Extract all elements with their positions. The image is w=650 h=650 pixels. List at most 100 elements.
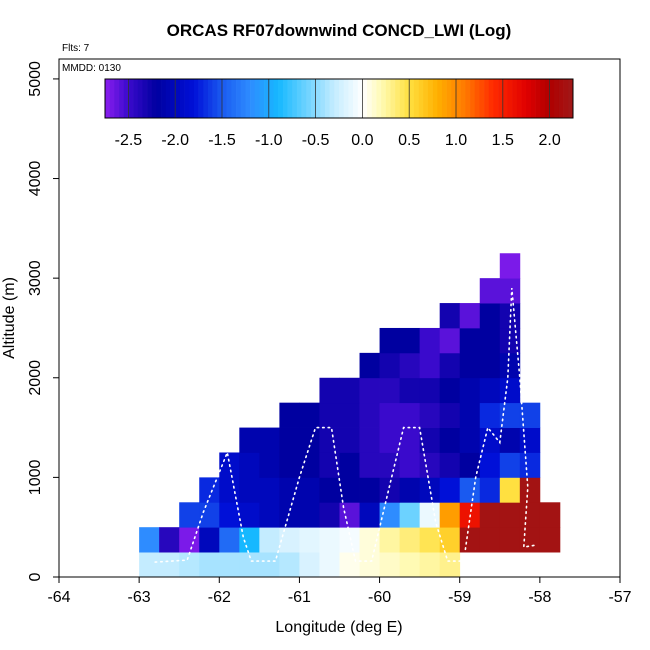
colorbar-tick-label: -0.5 xyxy=(302,132,330,149)
heatmap-cell xyxy=(439,352,461,379)
colorbar-swatch xyxy=(530,79,536,118)
heatmap-cell xyxy=(359,477,380,503)
y-tick-label: 5000 xyxy=(27,61,44,97)
heatmap-cell xyxy=(339,377,360,404)
flight-track xyxy=(154,288,537,563)
heatmap-cell xyxy=(419,552,441,577)
colorbar-swatch xyxy=(142,79,148,118)
colorbar-swatch xyxy=(250,79,256,118)
colorbar-swatch xyxy=(446,79,452,118)
heatmap-cell xyxy=(339,527,360,553)
colorbar-swatch xyxy=(179,79,185,118)
heatmap-cell xyxy=(439,377,461,404)
colorbar-swatch xyxy=(123,79,129,118)
colorbar-swatch xyxy=(217,79,223,118)
colorbar-tick-label: -2.5 xyxy=(115,132,143,149)
colorbar-swatch xyxy=(254,79,260,118)
colorbar-frame xyxy=(104,78,574,119)
heatmap-cell xyxy=(399,527,421,553)
colorbar-swatch xyxy=(133,79,139,118)
heatmap-cell xyxy=(239,527,260,553)
heatmap-cell xyxy=(479,377,501,404)
heatmap-cell xyxy=(199,477,220,503)
colorbar-swatch xyxy=(287,79,293,118)
heatmap-cell xyxy=(419,477,441,503)
heatmap-cell xyxy=(399,502,421,528)
heatmap-cell xyxy=(319,452,340,478)
colorbar-swatch xyxy=(339,79,344,118)
heatmap-cell xyxy=(399,327,421,354)
colorbar-swatch xyxy=(493,79,499,118)
heatmap-cell xyxy=(159,527,180,553)
colorbar-swatch xyxy=(175,79,181,118)
heatmap-cell xyxy=(419,427,441,453)
heatmap-cell xyxy=(459,452,481,478)
heatmap-cell xyxy=(179,527,200,553)
heatmap-cell xyxy=(359,352,380,379)
heatmap-cell xyxy=(439,502,461,528)
heatmap-cell xyxy=(199,552,220,577)
colorbar-swatch xyxy=(568,79,574,118)
colorbar-swatch xyxy=(147,79,153,118)
x-axis-label: Longitude (deg E) xyxy=(275,619,402,636)
heatmap-cell xyxy=(279,477,300,503)
heatmap-cell xyxy=(219,502,240,528)
heatmap-cell xyxy=(479,527,501,553)
flight-track-line xyxy=(154,288,537,563)
colorbar-swatch xyxy=(367,79,373,118)
colorbar-tick-label: -2.0 xyxy=(161,132,189,149)
colorbar-swatch xyxy=(385,79,391,118)
colorbar-swatch xyxy=(390,79,396,118)
heatmap-cell xyxy=(499,452,521,478)
colorbar-swatch xyxy=(259,79,265,118)
heatmap-cell xyxy=(439,477,461,503)
heatmap-cell xyxy=(499,477,521,503)
heatmap-cell xyxy=(139,552,160,577)
x-axis: -64 -63 -62 -61 -60 -59 -58 -57 xyxy=(47,577,632,606)
colorbar-swatch xyxy=(245,79,251,118)
heatmap-cell xyxy=(399,452,421,478)
heatmap-cell xyxy=(299,427,320,453)
heatmap-cell xyxy=(459,303,481,329)
heatmap-cell xyxy=(259,552,280,577)
heatmap-cell xyxy=(439,303,461,329)
heatmap-cell xyxy=(459,427,481,453)
colorbar-swatch xyxy=(460,79,466,118)
colorbar-swatch xyxy=(268,79,274,118)
y-tick-label: 0 xyxy=(27,572,44,581)
heatmap-cell xyxy=(519,427,541,453)
heatmap-cell xyxy=(179,502,200,528)
date-annotation: MMDD: 0130 xyxy=(62,63,121,74)
heatmap-cell xyxy=(339,477,360,503)
heatmap-cell xyxy=(139,527,160,553)
heatmap-cell xyxy=(439,402,461,428)
x-tick-label: -57 xyxy=(608,589,631,606)
colorbar-swatch xyxy=(526,79,532,118)
colorbar-swatch xyxy=(329,79,335,118)
colorbar-swatch xyxy=(343,79,349,118)
heatmap-cell xyxy=(179,552,200,577)
heatmap-cell xyxy=(479,327,501,354)
heatmap-cell xyxy=(479,278,501,304)
heatmap-cell xyxy=(319,552,340,577)
heatmap-cell xyxy=(359,427,380,453)
colorbar-swatch xyxy=(376,79,382,118)
heatmap-cell xyxy=(359,452,380,478)
heatmap-cell xyxy=(539,527,561,553)
heatmap-cell xyxy=(279,452,300,478)
heatmap-cell xyxy=(459,352,481,379)
colorbar-tick-label: -1.5 xyxy=(208,132,236,149)
x-tick-label: -62 xyxy=(208,589,231,606)
x-tick-label: -60 xyxy=(368,589,391,606)
colorbar-swatch xyxy=(507,79,513,118)
colorbar-swatch xyxy=(334,79,340,118)
heatmap-cell xyxy=(359,552,380,577)
colorbar-swatch xyxy=(278,79,284,118)
colorbar-swatch xyxy=(193,79,199,118)
heatmap-cell xyxy=(379,427,401,453)
heatmap-cell xyxy=(239,452,260,478)
heatmap-cell xyxy=(439,452,461,478)
colorbar-swatch xyxy=(273,79,279,118)
heatmap-cell xyxy=(519,402,541,428)
